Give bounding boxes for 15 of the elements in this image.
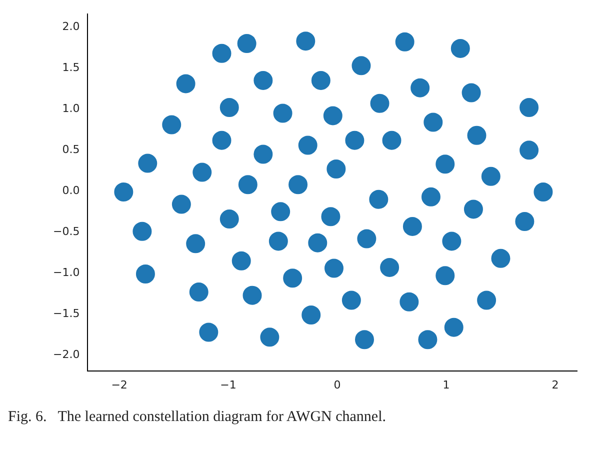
x-tick-label: 0 [334, 378, 341, 392]
y-tick-label: 1.5 [62, 60, 80, 74]
y-tick-label: −0.5 [52, 225, 80, 238]
x-tick-label: 2 [552, 378, 559, 392]
y-tick-label: 1.0 [62, 102, 80, 116]
caption: Fig. 6. The learned constellation diagram for AWGN channel. [8, 409, 387, 426]
y-tick-label: 2.0 [62, 20, 80, 33]
x-tick-label: −1 [220, 378, 236, 392]
y-tick-label: −2.0 [52, 348, 80, 362]
y-tick-label: −1.5 [52, 307, 80, 320]
y-tick-label: 0.5 [62, 143, 80, 156]
y-tick-label: 0.0 [62, 184, 80, 198]
x-tick-label: 1 [442, 378, 450, 392]
y-tick-label: −1.0 [52, 266, 80, 280]
x-tick-label: −2 [111, 378, 128, 392]
